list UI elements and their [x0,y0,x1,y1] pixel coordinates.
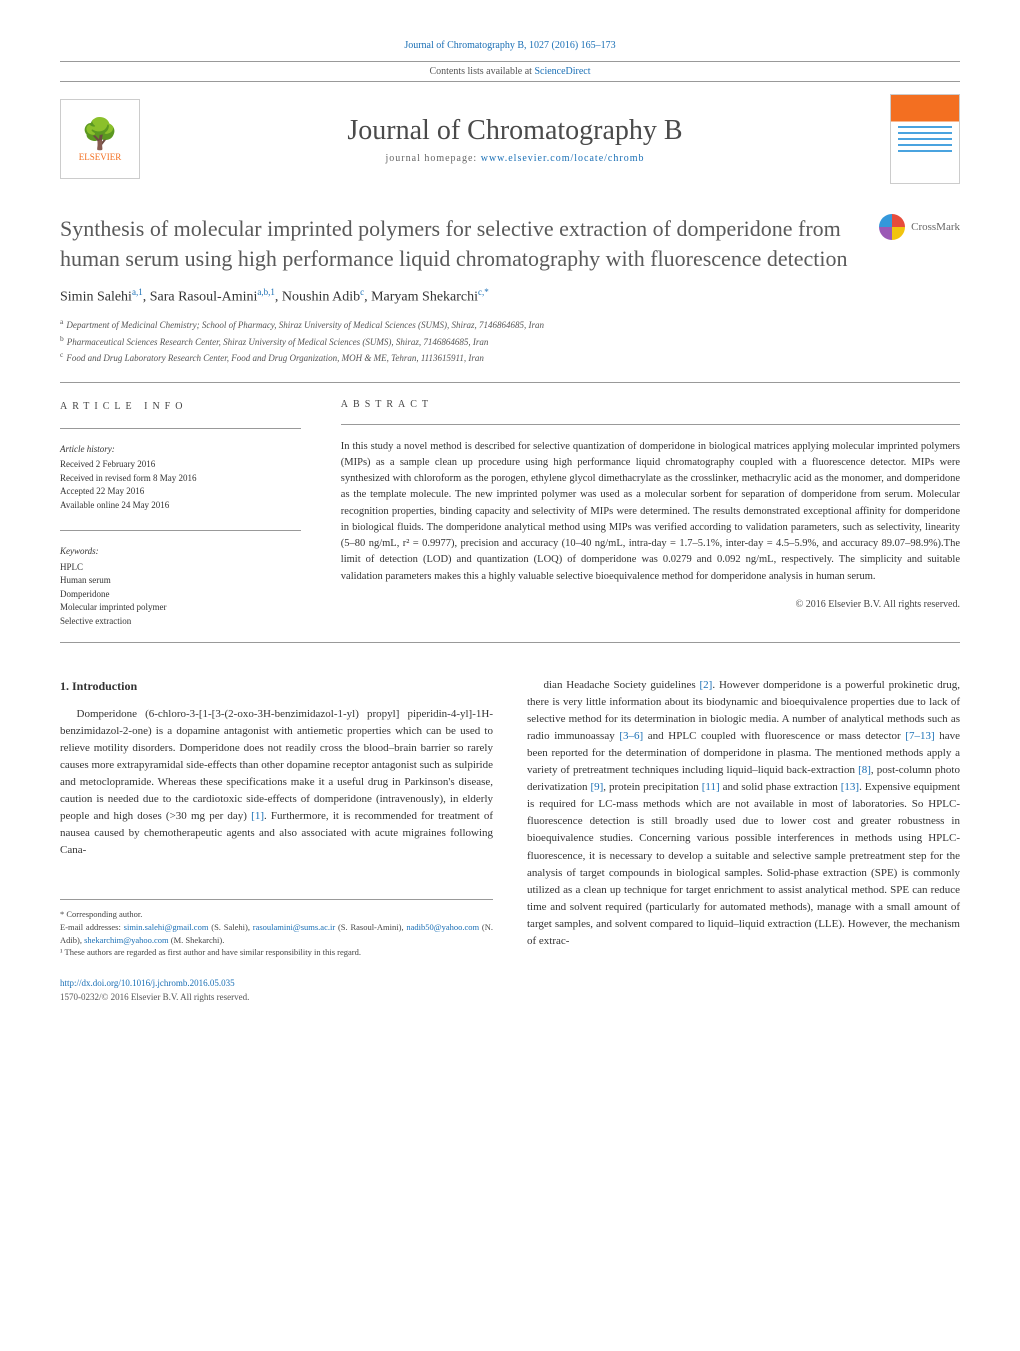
abstract-block: ABSTRACT In this study a novel method is… [341,399,960,629]
column-left: 1. Introduction Domperidone (6-chloro-3-… [60,677,493,1005]
email-link[interactable]: nadib50@yahoo.com [406,922,479,932]
author-note: ¹ These authors are regarded as first au… [60,946,493,959]
history-lines: Received 2 February 2016Received in revi… [60,458,301,512]
author-sup: a,b,1 [257,287,275,297]
ref-link-7[interactable]: [11] [702,781,720,793]
affiliation-line: cFood and Drug Laboratory Research Cente… [60,349,960,366]
journal-title: Journal of Chromatography B [140,115,890,147]
abstract-text: In this study a novel method is describe… [341,439,960,585]
email-label: E-mail addresses: [60,922,124,932]
abstract-copyright: © 2016 Elsevier B.V. All rights reserved… [341,599,960,610]
abstract-label: ABSTRACT [341,399,960,410]
intro-heading: 1. Introduction [60,677,493,696]
homepage-label: journal homepage: [386,153,481,164]
footer-block: * Corresponding author. E-mail addresses… [60,899,493,959]
ref-link-4[interactable]: [7–13] [905,730,934,742]
column-right: dian Headache Society guidelines [2]. Ho… [527,677,960,1005]
keyword: Selective extraction [60,615,301,629]
article-info: ARTICLE INFO Article history: Received 2… [60,399,301,629]
keyword: Molecular imprinted polymer [60,601,301,615]
ref-link-8[interactable]: [13] [841,781,859,793]
author-name: Noushin Adib [282,290,360,305]
author-name: Sara Rasoul-Amini [150,290,258,305]
email-link[interactable]: simin.salehi@gmail.com [124,922,209,932]
journal-title-block: Journal of Chromatography B journal home… [140,115,890,164]
keyword: Domperidone [60,588,301,602]
keyword: HPLC [60,561,301,575]
keywords-label: Keywords: [60,545,301,559]
article-title: Synthesis of molecular imprinted polymer… [60,214,863,273]
keywords-block: Keywords: HPLCHuman serumDomperidoneMole… [60,530,301,628]
title-row: Synthesis of molecular imprinted polymer… [60,214,960,273]
keywords-divider [60,530,301,531]
ref-link-1[interactable]: [1] [251,810,264,822]
affiliation-line: aDepartment of Medicinal Chemistry; Scho… [60,316,960,333]
email-link[interactable]: shekarchim@yahoo.com [84,935,169,945]
history-label: Article history: [60,443,301,457]
sciencedirect-bar: Contents lists available at ScienceDirec… [60,61,960,82]
journal-cover-icon [890,94,960,184]
homepage-link[interactable]: www.elsevier.com/locate/chromb [481,153,645,164]
history-line: Received in revised form 8 May 2016 [60,472,301,486]
history-line: Received 2 February 2016 [60,458,301,472]
elsevier-logo: 🌳 ELSEVIER [60,99,140,179]
author-name: Simin Salehi [60,290,132,305]
history-line: Available online 24 May 2016 [60,499,301,513]
ref-link-2[interactable]: [2] [700,679,713,691]
affiliations: aDepartment of Medicinal Chemistry; Scho… [60,316,960,366]
affiliation-line: bPharmaceutical Sciences Research Center… [60,333,960,350]
crossmark-badge[interactable]: CrossMark [879,214,960,240]
emails-line: E-mail addresses: simin.salehi@gmail.com… [60,921,493,947]
divider-bottom [60,642,960,643]
page: Journal of Chromatography B, 1027 (2016)… [0,0,1020,1045]
keywords-lines: HPLCHuman serumDomperidoneMolecular impr… [60,561,301,629]
issn-line: 1570-0232/© 2016 Elsevier B.V. All right… [60,992,249,1002]
crossmark-icon [879,214,905,240]
divider-top [60,382,960,383]
email-who: (M. Shekarchi). [171,935,225,945]
email-who: (S. Rasoul-Amini) [338,922,401,932]
doi-block: http://dx.doi.org/10.1016/j.jchromb.2016… [60,977,493,1005]
keyword: Human serum [60,574,301,588]
author-sup: a,1 [132,287,143,297]
elsevier-tree-icon: 🌳 [81,117,118,152]
info-divider [60,428,301,429]
authors-line: Simin Salehia,1, Sara Rasoul-Aminia,b,1,… [60,287,960,306]
citation-link[interactable]: Journal of Chromatography B, 1027 (2016)… [404,40,615,51]
history-line: Accepted 22 May 2016 [60,485,301,499]
intro-paragraph-left: Domperidone (6-chloro-3-[1-[3-(2-oxo-3H-… [60,706,493,859]
info-abstract-row: ARTICLE INFO Article history: Received 2… [60,399,960,629]
ref-link-6[interactable]: [9] [590,781,603,793]
journal-homepage: journal homepage: www.elsevier.com/locat… [140,153,890,164]
body-columns: 1. Introduction Domperidone (6-chloro-3-… [60,677,960,1005]
contents-label: Contents lists available at [429,66,534,77]
author-sup: c,* [478,287,489,297]
corresponding-author: * Corresponding author. [60,908,493,921]
ref-link-5[interactable]: [8] [858,764,871,776]
journal-header: 🌳 ELSEVIER Journal of Chromatography B j… [60,94,960,184]
crossmark-label: CrossMark [911,221,960,233]
header-citation: Journal of Chromatography B, 1027 (2016)… [60,40,960,51]
author-name: Maryam Shekarchi [371,290,478,305]
email-who: (S. Salehi) [211,922,248,932]
intro-paragraph-right: dian Headache Society guidelines [2]. Ho… [527,677,960,950]
abstract-divider [341,424,960,425]
author-sup: c [360,287,364,297]
doi-link[interactable]: http://dx.doi.org/10.1016/j.jchromb.2016… [60,978,235,988]
elsevier-label: ELSEVIER [79,152,122,162]
email-link[interactable]: rasoulamini@sums.ac.ir [253,922,335,932]
ref-link-3[interactable]: [3–6] [619,730,643,742]
article-info-label: ARTICLE INFO [60,399,301,414]
sciencedirect-link[interactable]: ScienceDirect [534,66,590,77]
